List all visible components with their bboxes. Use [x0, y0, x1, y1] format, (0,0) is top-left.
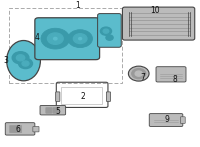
Circle shape [12, 52, 29, 64]
FancyBboxPatch shape [5, 123, 35, 135]
Text: 5: 5 [55, 107, 60, 116]
Text: 7: 7 [140, 74, 145, 82]
FancyBboxPatch shape [35, 18, 100, 60]
FancyBboxPatch shape [56, 92, 60, 101]
Circle shape [135, 71, 142, 76]
Circle shape [103, 29, 109, 33]
FancyBboxPatch shape [10, 125, 22, 133]
FancyBboxPatch shape [106, 92, 111, 101]
Circle shape [79, 38, 82, 40]
Circle shape [54, 37, 57, 40]
Circle shape [128, 66, 149, 81]
Text: 9: 9 [164, 115, 169, 124]
Circle shape [16, 55, 25, 61]
Circle shape [100, 27, 112, 35]
FancyBboxPatch shape [156, 67, 186, 82]
Text: 10: 10 [150, 6, 159, 15]
FancyBboxPatch shape [149, 114, 183, 126]
FancyBboxPatch shape [122, 7, 195, 40]
Circle shape [68, 30, 92, 48]
Circle shape [19, 59, 32, 69]
Text: 3: 3 [3, 56, 8, 65]
FancyBboxPatch shape [53, 107, 59, 113]
Circle shape [22, 61, 29, 66]
Circle shape [132, 69, 146, 79]
FancyBboxPatch shape [98, 14, 121, 47]
Circle shape [41, 28, 70, 49]
Ellipse shape [7, 41, 40, 81]
Text: 4: 4 [35, 33, 40, 42]
FancyBboxPatch shape [33, 126, 39, 132]
Text: 2: 2 [81, 92, 85, 101]
Text: 6: 6 [15, 125, 20, 134]
Circle shape [106, 35, 113, 40]
Circle shape [47, 33, 63, 44]
FancyBboxPatch shape [180, 117, 185, 123]
FancyBboxPatch shape [46, 107, 52, 113]
FancyBboxPatch shape [40, 105, 66, 115]
Text: 8: 8 [172, 75, 177, 84]
Circle shape [73, 34, 87, 44]
Text: 1: 1 [75, 1, 80, 10]
